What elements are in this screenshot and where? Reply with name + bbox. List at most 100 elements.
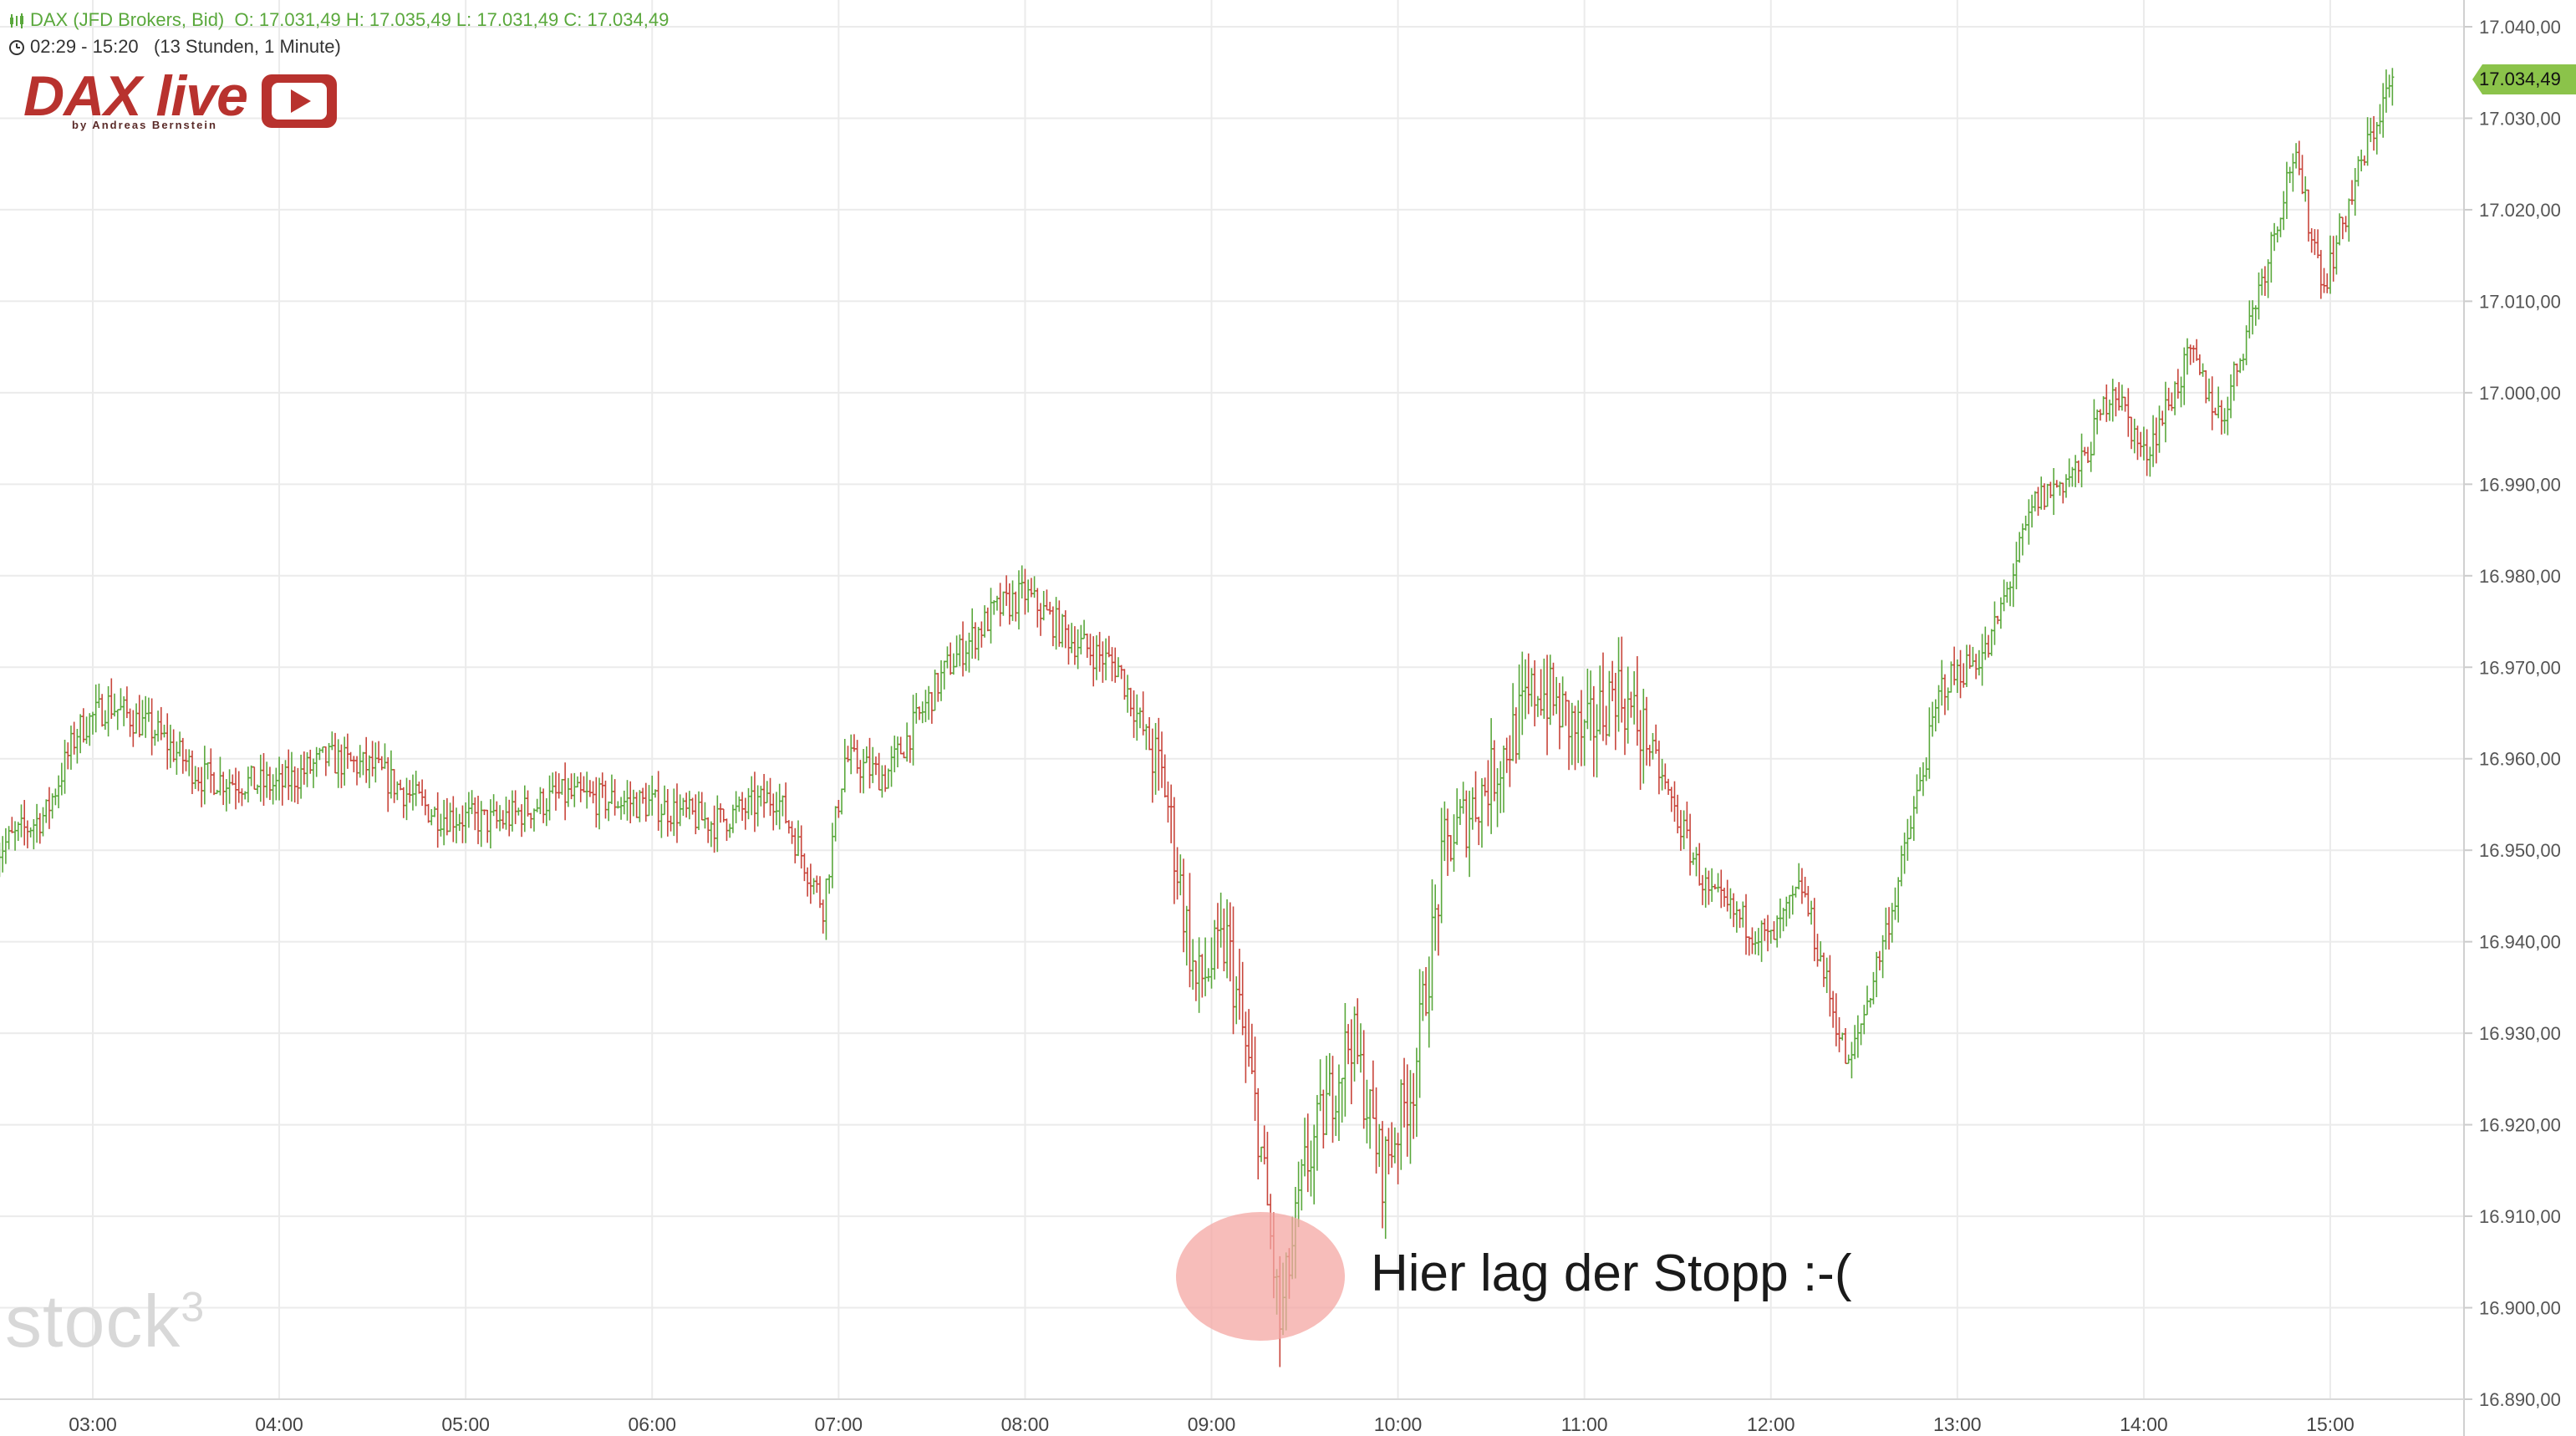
ohlc-bar: [1219, 892, 1223, 948]
ohlc-bar: [2362, 155, 2366, 166]
ohlc-bar: [1007, 583, 1011, 625]
ohlc-bar: [1866, 985, 1870, 1016]
ohlc-bar: [542, 788, 546, 823]
ohlc-bar: [2042, 483, 2046, 510]
ohlc-bar: [3, 827, 8, 864]
ohlc-bar: [1334, 1095, 1338, 1137]
ohlc-bar: [1825, 957, 1829, 994]
ohlc-bar: [1225, 899, 1229, 979]
ohlc-bar: [1104, 638, 1108, 680]
ohlc-bar: [2365, 117, 2370, 166]
ohlc-bar: [2141, 426, 2146, 461]
ohlc-bar: [1358, 1023, 1362, 1073]
ohlc-bar: [401, 787, 405, 818]
ohlc-bar: [1902, 833, 1907, 874]
ohlc-bar: [2192, 345, 2196, 363]
ohlc-bar: [2282, 191, 2286, 231]
ohlc-bar: [234, 767, 238, 810]
ohlc-bar: [1023, 568, 1027, 615]
ohlc-bar: [41, 807, 45, 837]
ohlc-bar: [598, 777, 602, 830]
ohlc-bar: [2117, 382, 2121, 411]
ohlc-bar: [227, 769, 232, 804]
ohlc-bar: [202, 746, 206, 805]
ohlc-bar: [1840, 1032, 1845, 1041]
ohlc-bar: [1163, 754, 1167, 798]
ohlc-bar: [1424, 966, 1428, 1016]
ohlc-bar: [1374, 1087, 1378, 1174]
ohlc-bar: [750, 776, 754, 816]
ohlc-bar: [2304, 176, 2308, 202]
ohlc-bar: [1306, 1113, 1310, 1193]
ohlc-bar: [25, 820, 29, 848]
ohlc-bar: [464, 802, 468, 843]
x-tick-label: 07:00: [815, 1413, 863, 1435]
ohlc-bar: [1998, 597, 2003, 629]
ohlc-bar: [1300, 1158, 1304, 1211]
ohlc-bar: [2108, 400, 2112, 421]
ohlc-bar: [2002, 579, 2006, 612]
ohlc-bar: [1340, 1077, 1344, 1123]
ohlc-bar: [392, 769, 396, 803]
ohlc-bar: [1408, 1070, 1413, 1164]
ohlc-bar: [389, 750, 393, 799]
ohlc-bar: [927, 685, 931, 721]
ohlc-bar: [911, 695, 915, 766]
ohlc-bar: [1657, 741, 1661, 795]
ohlc-bar: [1803, 876, 1807, 898]
ohlc-bar: [395, 781, 400, 801]
ohlc-bar: [190, 750, 194, 794]
ohlc-bar: [644, 782, 648, 822]
instrument-info: DAX (JFD Brokers, Bid) O: 17.031,49 H: 1…: [8, 9, 669, 31]
ohlc-bar: [873, 756, 878, 776]
ohlc-bar: [439, 813, 443, 837]
ohlc-bar: [364, 736, 369, 783]
ohlc-bar: [1492, 740, 1496, 802]
ohlc-bar: [918, 706, 922, 721]
ohlc-bar: [1486, 760, 1490, 827]
ohlc-bar: [2182, 347, 2187, 405]
ohlc-bar: [1744, 894, 1749, 955]
ohlc-bar: [709, 821, 713, 848]
ohlc-bar: [1396, 1133, 1400, 1184]
ohlc-bar: [1433, 884, 1438, 951]
ohlc-bar: [1067, 624, 1071, 665]
ohlc-bar: [656, 771, 660, 831]
ohlc-bar: [1262, 1125, 1266, 1165]
ohlc-bar: [1530, 668, 1534, 707]
ohlc-bar: [488, 799, 492, 849]
ohlc-bar: [2300, 155, 2304, 195]
ohlc-bar: [57, 775, 61, 808]
ohlc-bar: [520, 804, 524, 838]
ohlc-bar: [694, 794, 698, 835]
ohlc-bar: [955, 635, 959, 668]
ohlc-bar: [345, 733, 349, 769]
ohlc-bar: [1921, 761, 1925, 797]
ohlc-bar: [128, 708, 132, 737]
y-tick-label: 16.980,00: [2479, 566, 2561, 587]
ohlc-bar: [2114, 387, 2118, 417]
ohlc-bar: [2110, 379, 2115, 422]
ohlc-bar: [2340, 216, 2344, 240]
ohlc-bar: [343, 736, 347, 786]
ohlc-bar: [1362, 1030, 1366, 1129]
ohlc-bar: [936, 673, 940, 702]
ohlc-bar: [473, 797, 477, 831]
ohlc-bar: [1875, 951, 1879, 997]
ohlc-bar: [2195, 339, 2199, 361]
ohlc-bar: [1076, 629, 1080, 670]
ohlc-bar: [951, 653, 955, 675]
ohlc-bar: [967, 632, 971, 673]
ohlc-bar: [2244, 325, 2248, 365]
ohlc-bar: [2248, 300, 2252, 339]
ohlc-bar: [504, 797, 508, 830]
ohlc-bar: [1082, 619, 1087, 639]
ohlc-bar: [2052, 467, 2056, 516]
ohlc-bar: [246, 766, 250, 803]
ohlc-bar: [1710, 868, 1714, 903]
ohlc-bar: [1642, 689, 1646, 784]
ohlc-bar: [2020, 523, 2024, 556]
ohlc-bar: [1613, 672, 1617, 751]
ohlc-bar: [1924, 757, 1928, 782]
ohlc-bar: [1645, 696, 1649, 766]
